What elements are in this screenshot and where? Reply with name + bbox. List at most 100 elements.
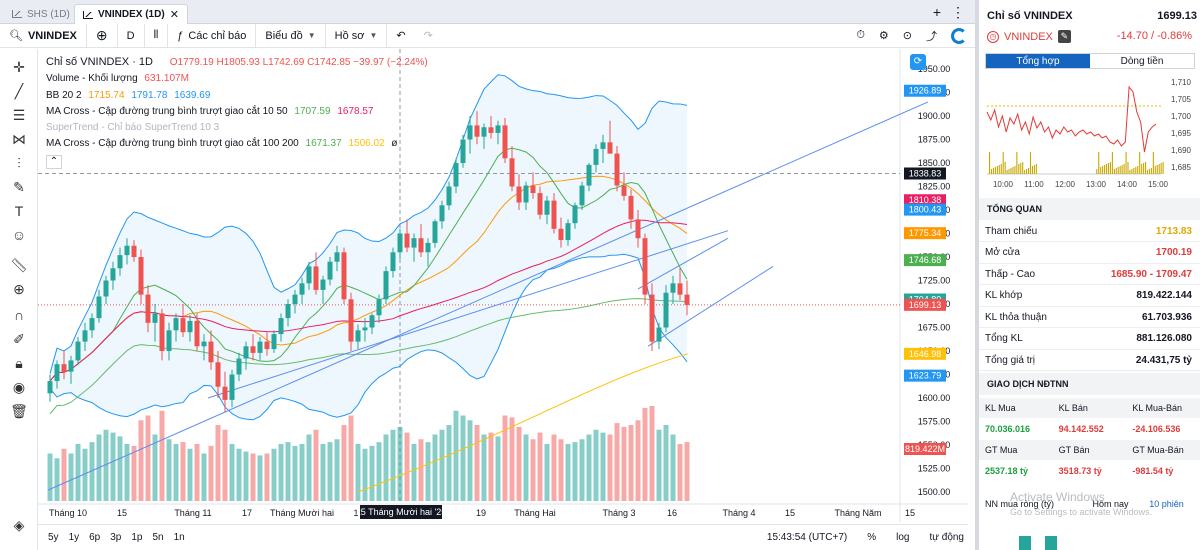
pattern-icon[interactable]: ⋈	[12, 130, 26, 147]
settings-icon[interactable]: ⚙	[878, 30, 889, 42]
candle-body	[327, 261, 333, 280]
volume-bar	[285, 442, 291, 501]
legend-supertrend[interactable]: SuperTrend - Chỉ báo SuperTrend 10 3	[46, 120, 428, 136]
fib-icon[interactable]: ☰	[12, 106, 26, 123]
compare-button[interactable]: ⊕	[87, 23, 118, 48]
tab-money-flow[interactable]: Dòng tiền	[1120, 55, 1164, 67]
tab-summary[interactable]: Tổng hợp	[986, 54, 1090, 68]
volume-bar	[187, 448, 193, 501]
trash-icon[interactable]: 🗑︎	[10, 402, 28, 419]
candle-body	[551, 200, 557, 229]
chart-canvas[interactable]: 1950.001925.001900.001875.001850.001825.…	[38, 49, 968, 522]
foreign-title: GIAO DỊCH NĐTNN	[987, 379, 1069, 389]
emoji-icon[interactable]: ☺	[11, 227, 27, 243]
undo-button[interactable]: ↶	[387, 24, 414, 48]
candle-body	[677, 283, 683, 295]
legend-collapse-button[interactable]: ⌃	[46, 154, 62, 169]
price-tag-label: 1746.68	[909, 255, 942, 265]
chevron-down-icon: ▼	[307, 31, 316, 40]
more-icon[interactable]: ⋮	[951, 4, 965, 20]
percent-toggle[interactable]: %	[867, 532, 877, 543]
candle-body	[537, 193, 543, 215]
candle-body	[376, 299, 382, 316]
candle-body	[110, 268, 116, 281]
auto-toggle[interactable]: tự động	[929, 532, 965, 543]
ruler-icon[interactable]: 📏︎	[10, 256, 28, 273]
panel-tabs: Tổng hợp Dòng tiền	[985, 53, 1195, 69]
range-1m[interactable]: 1p	[131, 532, 143, 543]
add-tab-icon[interactable]: +	[932, 4, 941, 20]
time-tick-label: 15	[785, 508, 795, 518]
eye-icon[interactable]: ◉	[12, 378, 26, 395]
chart-bottom-bar: 5y 1y 6p 3p 1p 5n 1n 15:43:54 (UTC+7) % …	[38, 524, 968, 550]
trend-line-icon[interactable]: ╱	[14, 82, 24, 99]
mini-volume-bar	[1162, 162, 1164, 174]
legend-ma-cross-10-50[interactable]: MA Cross - Cập đường trung bình trượt gi…	[46, 104, 428, 120]
pencil-lock-icon[interactable]: ✐	[13, 330, 25, 347]
range-6m[interactable]: 6p	[89, 532, 101, 543]
crosshair-icon[interactable]: ✛	[13, 58, 25, 75]
lock-icon[interactable]: 🔒︎	[15, 354, 23, 371]
replay-icon[interactable]: ⏱	[856, 29, 865, 41]
candle-body	[425, 242, 431, 253]
brush-icon[interactable]: ✎	[13, 178, 25, 195]
mini-y-tick: 1,705	[1171, 95, 1192, 104]
trendline-mid[interactable]	[207, 230, 729, 399]
trendline-long[interactable]	[47, 101, 929, 491]
price-tick-label: 1575.00	[918, 417, 951, 427]
volume-bar	[453, 410, 459, 501]
today-toggle[interactable]: Hôm nay	[1092, 499, 1129, 509]
legend-bb[interactable]: BB 20 2 1715.74 1791.78 1639.69	[46, 88, 428, 104]
volume-bar	[159, 410, 165, 501]
range-1y[interactable]: 1y	[68, 532, 80, 543]
tab-vnindex[interactable]: VNINDEX (1D) ✕	[74, 4, 188, 24]
volume-bar	[376, 442, 382, 501]
mini-volume-bar	[1121, 165, 1123, 174]
mini-volume-bar	[1143, 163, 1145, 174]
share-icon[interactable]: ⤴	[926, 30, 937, 43]
range-3m[interactable]: 3p	[110, 532, 122, 543]
price-tag	[904, 227, 946, 240]
sessions-toggle[interactable]: 10 phiên	[1149, 499, 1184, 509]
volume-bar	[460, 415, 466, 501]
candle-body	[558, 228, 564, 241]
legend-ma-cross-100-200[interactable]: MA Cross - Cập đường trung bình trượt gi…	[46, 136, 428, 152]
panel-price: 1699.13	[1157, 10, 1197, 22]
time-tick-label: Tháng 10	[49, 508, 87, 518]
redo-button[interactable]: ↷	[415, 24, 442, 48]
candle-body	[593, 148, 599, 165]
close-tab-icon[interactable]: ✕	[169, 9, 179, 21]
price-chart[interactable]: 1950.001925.001900.001875.001850.001825.…	[38, 49, 968, 522]
magnet-icon[interactable]: ∩	[13, 307, 25, 323]
candle-body	[488, 127, 494, 133]
camera-icon[interactable]: ⊙	[902, 30, 912, 42]
candle-body	[68, 360, 74, 372]
candle-type-button[interactable]: ⫴	[145, 23, 169, 48]
auto-scale-button[interactable]: ⟳	[910, 54, 926, 70]
overview-label: KL khớp	[985, 290, 1023, 301]
legend-volume[interactable]: Volume - Khối lượng 631.107M	[46, 71, 428, 87]
measure-lines-icon[interactable]: ⫶	[17, 154, 21, 171]
symbol-search[interactable]: 🔍︎ VNINDEX	[0, 23, 87, 48]
range-5d[interactable]: 5n	[152, 532, 164, 543]
volume-bar	[684, 442, 690, 501]
interval-button[interactable]: D	[118, 23, 145, 48]
layers-icon[interactable]: ◈	[13, 516, 25, 533]
zoom-icon[interactable]: ⊕	[13, 280, 25, 297]
text-icon[interactable]: T	[14, 203, 24, 219]
hide-icon[interactable]: ø	[391, 138, 398, 150]
candle-body	[334, 252, 340, 262]
candle-body	[292, 294, 298, 304]
chart-type-menu[interactable]: Biểu đồ ▼	[256, 23, 326, 48]
tab-shs[interactable]: SHS (1D)	[4, 4, 78, 24]
log-toggle[interactable]: log	[896, 532, 910, 543]
channel-upper[interactable]	[637, 237, 729, 290]
edit-icon[interactable]: ✎	[1057, 30, 1071, 43]
range-5y[interactable]: 5y	[48, 532, 59, 543]
panel-symbol[interactable]: ◷ VNINDEX ✎	[987, 30, 1071, 43]
indicators-button[interactable]: ƒ Các chỉ báo	[168, 23, 257, 48]
channel-lower[interactable]	[647, 265, 774, 347]
mini-volume-bar	[1115, 168, 1117, 174]
range-1d[interactable]: 1n	[173, 532, 185, 543]
profile-menu[interactable]: Hồ sơ ▼	[326, 23, 388, 48]
